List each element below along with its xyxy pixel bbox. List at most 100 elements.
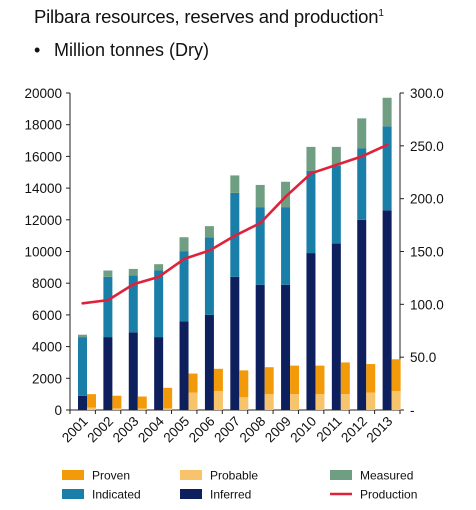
- bar-measured-2004: [154, 264, 164, 271]
- production-point-2007: [233, 234, 237, 237]
- bar-probable-2010: [315, 394, 325, 410]
- left-tick-label: 16000: [24, 149, 62, 164]
- bar-proven-2005: [188, 373, 198, 393]
- chart-title: Pilbara resources, reserves and producti…: [34, 6, 384, 28]
- legend-swatch-probable: [180, 470, 202, 480]
- subtitle-text: Million tonnes (Dry): [54, 40, 210, 60]
- bar-inferred-2002: [103, 337, 113, 410]
- production-point-2005: [183, 257, 186, 261]
- bar-proven-2012: [366, 364, 376, 393]
- legend-label-inferred: Inferred: [210, 488, 251, 502]
- x-tick-label: 2010: [287, 414, 319, 446]
- bar-proven-2013: [391, 359, 401, 391]
- production-point-2002: [106, 298, 110, 302]
- bar-measured-2009: [281, 181, 291, 208]
- bar-probable-2008: [264, 394, 274, 410]
- legend-swatch-measured: [330, 470, 352, 480]
- bar-probable-2005: [188, 392, 198, 410]
- legend-label-probable: Probable: [210, 469, 258, 483]
- production-point-2013: [386, 143, 389, 146]
- bar-indicated-2011: [331, 165, 341, 244]
- bar-proven-2010: [315, 365, 325, 395]
- right-tick-label: 100.0: [410, 297, 444, 312]
- bullet-glyph: •: [34, 40, 41, 60]
- bar-indicated-2012: [357, 148, 367, 220]
- right-tick-label: 250.0: [410, 139, 444, 154]
- bar-inferred-2004: [154, 337, 164, 410]
- production-point-2012: [360, 155, 364, 158]
- left-tick-label: 18000: [24, 118, 62, 133]
- bar-measured-2010: [306, 146, 316, 171]
- left-tick-label: 0: [54, 403, 62, 418]
- left-tick-label: 12000: [24, 213, 62, 228]
- production-point-2011: [335, 163, 338, 167]
- bar-measured-2001: [78, 334, 87, 338]
- left-tick-label: 6000: [32, 308, 62, 323]
- bar-measured-2005: [179, 237, 189, 252]
- bar-indicated-2005: [179, 251, 189, 322]
- bar-probable-2006: [213, 390, 223, 410]
- bar-indicated-2004: [154, 270, 164, 338]
- bar-indicated-2009: [281, 207, 291, 285]
- left-tick-label: 8000: [32, 276, 62, 291]
- bar-measured-2003: [128, 268, 138, 276]
- bar-measured-2008: [255, 184, 265, 208]
- x-tick-label: 2005: [160, 414, 192, 446]
- left-tick-label: 20000: [24, 86, 62, 101]
- chart-title-text: Pilbara resources, reserves and producti…: [34, 6, 379, 27]
- bar-indicated-2002: [103, 276, 113, 338]
- production-point-2008: [259, 221, 262, 225]
- right-tick-label: 200.0: [410, 192, 444, 207]
- right-tick-label: 50.0: [410, 350, 436, 365]
- bar-proven-2011: [340, 362, 350, 395]
- bar-probable-2007: [239, 397, 249, 410]
- bar-inferred-2009: [281, 284, 291, 410]
- production-point-2003: [132, 283, 135, 286]
- x-tick-label: 2006: [186, 414, 218, 446]
- bar-indicated-2003: [128, 275, 138, 333]
- x-tick-label: 2011: [314, 414, 345, 445]
- x-tick-label: 2003: [110, 414, 142, 446]
- bar-inferred-2010: [306, 253, 316, 410]
- legend-label-production: Production: [360, 488, 417, 502]
- legend-swatch-indicated: [62, 489, 84, 499]
- production-point-2009: [284, 195, 287, 198]
- bar-proven-2007: [239, 370, 249, 398]
- bar-probable-2013: [391, 390, 401, 410]
- right-tick-label: 150.0: [410, 245, 444, 260]
- bar-proven-2004: [163, 387, 173, 409]
- x-tick-label: 2008: [237, 414, 269, 446]
- bar-inferred-2007: [230, 276, 240, 410]
- left-tick-label: 10000: [24, 245, 62, 260]
- legend-swatch-proven: [62, 470, 84, 480]
- legend-label-indicated: Indicated: [92, 488, 141, 502]
- legend-swatch-inferred: [180, 489, 202, 499]
- production-point-2001: [81, 302, 84, 305]
- bar-measured-2007: [230, 175, 240, 193]
- production-point-2010: [309, 172, 313, 175]
- bar-measured-2013: [382, 97, 392, 127]
- x-tick-label: 2004: [135, 413, 167, 445]
- bar-indicated-2001: [78, 337, 87, 396]
- bar-proven-2008: [264, 367, 274, 395]
- bar-probable-2009: [290, 394, 300, 410]
- bar-inferred-2005: [179, 321, 189, 410]
- bar-probable-2002: [112, 408, 122, 410]
- bar-indicated-2006: [204, 237, 214, 315]
- bar-probable-2001: [87, 407, 96, 410]
- bar-indicated-2008: [255, 207, 265, 285]
- bar-measured-2012: [357, 118, 367, 149]
- right-tick-label: -: [410, 403, 415, 418]
- bar-inferred-2001: [78, 395, 87, 410]
- bar-proven-2009: [290, 365, 300, 395]
- bar-inferred-2006: [204, 314, 214, 410]
- bar-proven-2006: [213, 368, 223, 391]
- bar-indicated-2010: [306, 170, 316, 254]
- bar-proven-2002: [112, 395, 122, 409]
- x-tick-label: 2002: [84, 414, 116, 446]
- subtitle: • Million tonnes (Dry): [34, 40, 209, 61]
- bar-proven-2001: [87, 394, 96, 408]
- bar-measured-2011: [331, 146, 341, 166]
- bar-measured-2006: [204, 226, 214, 238]
